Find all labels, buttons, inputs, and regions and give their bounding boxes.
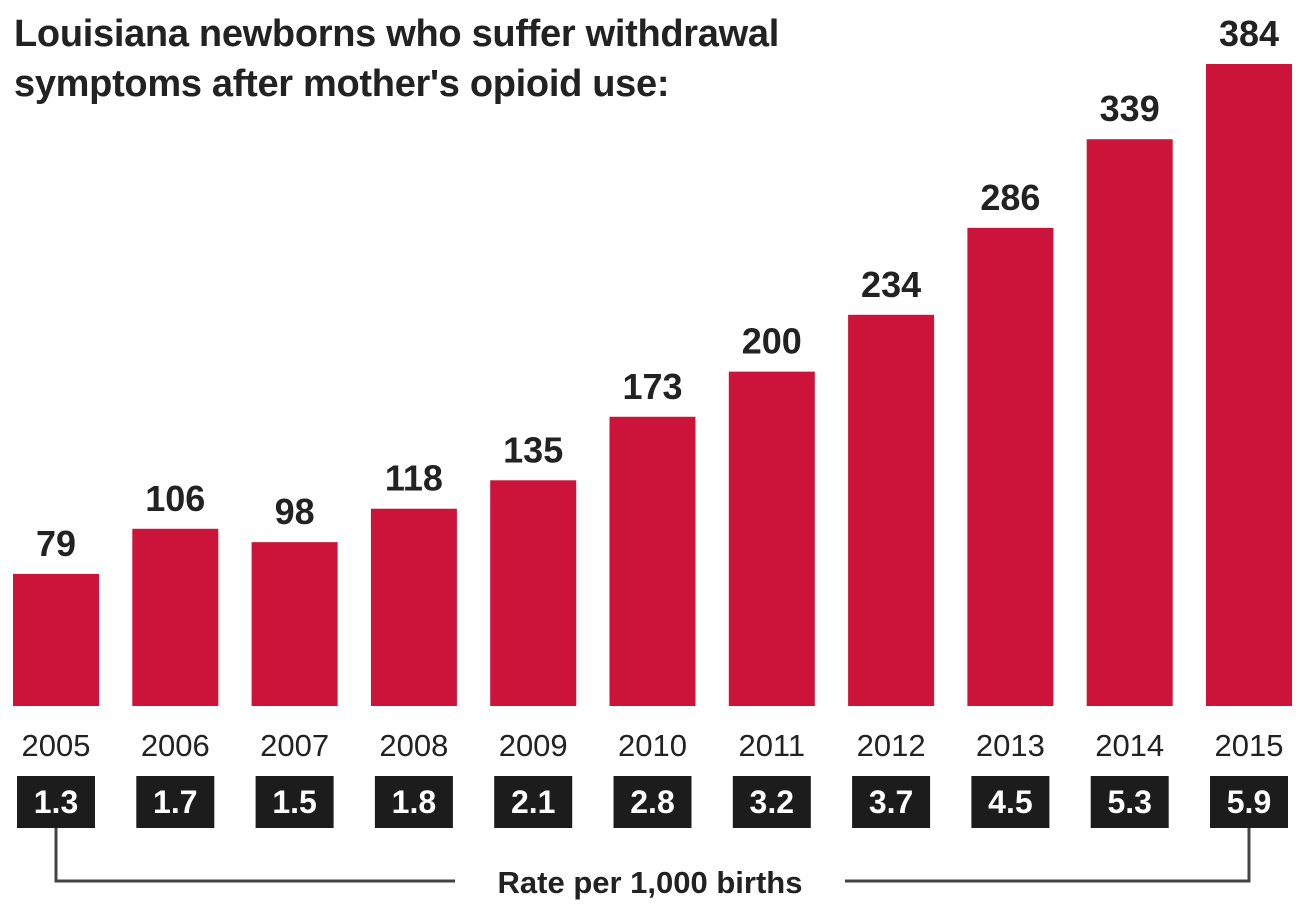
rate-value-2015: 5.9 [1227, 784, 1271, 820]
value-label-2012: 234 [861, 264, 921, 305]
value-label-2007: 98 [275, 491, 315, 532]
value-label-2014: 339 [1100, 88, 1160, 129]
bar-2009 [490, 480, 577, 706]
rate-box-2007 [255, 776, 334, 828]
x-tick-label-2011: 2011 [738, 728, 805, 763]
value-label-2011: 200 [742, 321, 802, 362]
rate-box-2009 [494, 776, 573, 828]
rate-value-2008: 1.8 [392, 784, 436, 820]
rate-value-2005: 1.3 [34, 784, 78, 820]
rate-box-2013 [971, 776, 1050, 828]
rate-axis-label: Rate per 1,000 births [498, 865, 803, 900]
rate-value-2013: 4.5 [988, 784, 1032, 820]
value-label-2006: 106 [145, 478, 205, 519]
rate-value-2011: 3.2 [750, 784, 794, 820]
bar-2006 [132, 528, 219, 706]
value-label-2010: 173 [622, 366, 682, 407]
rate-box-2008 [374, 776, 453, 828]
x-tick-label-2005: 2005 [22, 728, 91, 763]
chart-title-line-1: Louisiana newborns who suffer withdrawal [14, 13, 779, 55]
x-tick-label-2007: 2007 [260, 728, 329, 763]
value-label-2009: 135 [503, 429, 563, 470]
x-tick-label-2014: 2014 [1095, 728, 1164, 763]
rate-box-2010 [613, 776, 692, 828]
bar-2008 [370, 508, 457, 706]
value-label-2005: 79 [36, 523, 76, 564]
bar-2007 [251, 542, 338, 706]
rate-bracket-right [845, 828, 1251, 883]
rate-value-2007: 1.5 [272, 784, 316, 820]
x-tick-label-2015: 2015 [1215, 728, 1284, 763]
rate-box-2005 [17, 776, 95, 828]
rate-box-2014 [1090, 776, 1169, 828]
rate-box-2012 [852, 776, 931, 828]
x-tick-label-2009: 2009 [499, 728, 568, 763]
bar-2012 [848, 314, 935, 706]
rate-value-2006: 1.7 [153, 784, 197, 820]
value-label-2013: 286 [980, 177, 1040, 218]
value-label-2008: 118 [385, 458, 443, 499]
x-tick-label-2013: 2013 [976, 728, 1045, 763]
bar-2005 [13, 573, 99, 706]
rate-value-2014: 5.3 [1107, 784, 1151, 820]
bar-2011 [728, 371, 815, 706]
x-tick-label-2012: 2012 [857, 728, 926, 763]
x-tick-label-2010: 2010 [618, 728, 687, 763]
bar-2015 [1206, 64, 1292, 706]
rate-value-2012: 3.7 [869, 784, 913, 820]
x-tick-label-2006: 2006 [141, 728, 210, 763]
rate-value-2009: 2.1 [511, 784, 555, 820]
chart-title-line-2: symptoms after mother's opioid use: [14, 63, 670, 105]
x-tick-label-2008: 2008 [379, 728, 448, 763]
rate-value-2010: 2.8 [630, 784, 674, 820]
rate-box-2015 [1210, 776, 1288, 828]
value-label-2015: 384 [1219, 13, 1279, 54]
rate-bracket-left [54, 828, 455, 883]
bar-2013 [967, 227, 1054, 706]
bar-2014 [1086, 139, 1173, 706]
bar-2010 [609, 416, 696, 706]
rate-box-2011 [732, 776, 811, 828]
rate-box-2006 [136, 776, 215, 828]
